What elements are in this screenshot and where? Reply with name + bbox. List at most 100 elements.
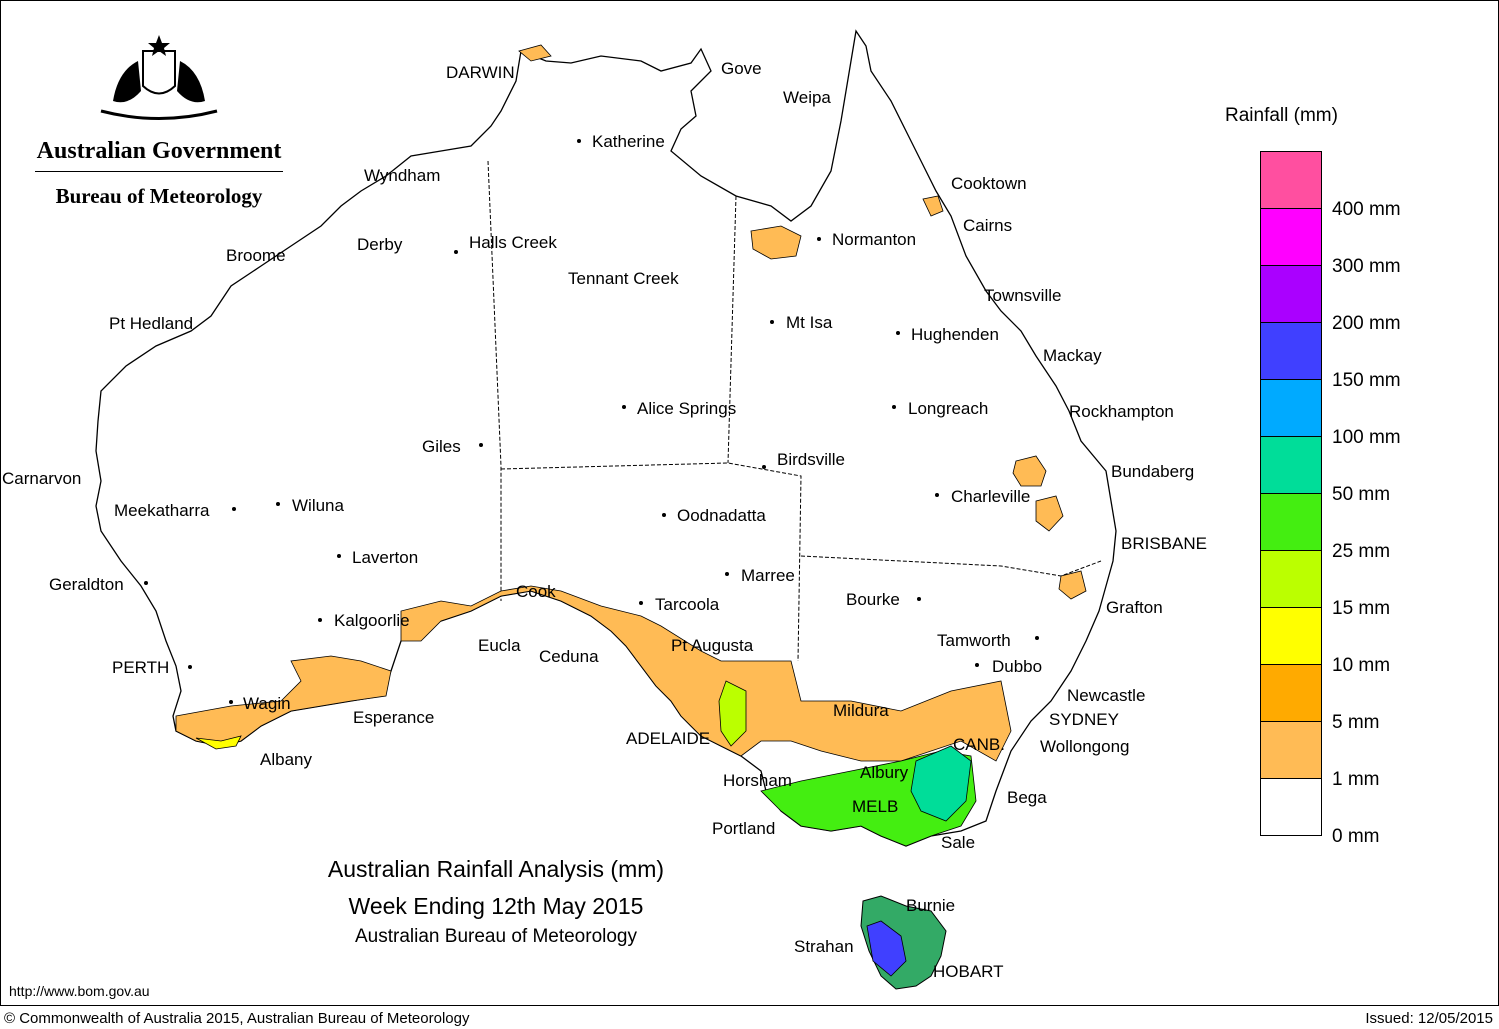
label-dubbo: Dubbo bbox=[992, 657, 1042, 676]
legend-swatch bbox=[1261, 608, 1321, 665]
copyright-text: © Commonwealth of Australia 2015, Austra… bbox=[4, 1010, 470, 1027]
legend-label: 400 mm bbox=[1332, 199, 1401, 220]
label-wyndham: Wyndham bbox=[364, 166, 440, 185]
label-carnarvon: Carnarvon bbox=[2, 469, 81, 488]
label-weipa: Weipa bbox=[783, 88, 831, 107]
legend-label: 10 mm bbox=[1332, 655, 1391, 676]
label-laverton: Laverton bbox=[352, 548, 418, 567]
legend-swatch bbox=[1261, 152, 1321, 209]
label-cooktown: Cooktown bbox=[951, 174, 1027, 193]
map-title-block: Australian Rainfall Analysis (mm) Week E… bbox=[261, 856, 731, 948]
map-source: Australian Bureau of Meteorology bbox=[355, 926, 637, 947]
label-darwin: DARWIN bbox=[446, 63, 515, 82]
label-hughenden: Hughenden bbox=[911, 325, 999, 344]
label-birdsville: Birdsville bbox=[777, 450, 845, 469]
rain-cairns bbox=[922, 195, 944, 217]
legend-label: 0 mm bbox=[1332, 826, 1380, 847]
label-oodnadatta: Oodnadatta bbox=[677, 506, 766, 525]
label-pt-hedland: Pt Hedland bbox=[109, 314, 193, 333]
rain-charleville-2 bbox=[1035, 495, 1064, 532]
label-burnie: Burnie bbox=[906, 896, 955, 915]
map-frame: DARWIN Gove Weipa Katherine Wyndham Cook… bbox=[0, 0, 1499, 1006]
label-kalgoorlie: Kalgoorlie bbox=[334, 611, 410, 630]
government-title: Australian Government bbox=[36, 138, 282, 164]
label-normanton: Normanton bbox=[832, 230, 916, 249]
rain-bight bbox=[400, 585, 1012, 762]
label-bega: Bega bbox=[1007, 788, 1047, 807]
label-melb: MELB bbox=[852, 797, 898, 816]
legend-label: 300 mm bbox=[1332, 256, 1401, 277]
label-tamworth: Tamworth bbox=[937, 631, 1011, 650]
website-url[interactable]: http://www.bom.gov.au bbox=[9, 983, 150, 999]
legend-color-bar bbox=[1260, 151, 1322, 836]
rain-charleville bbox=[1012, 455, 1047, 487]
agency-header: Australian Government Bureau of Meteorol… bbox=[29, 138, 289, 209]
label-wagin: Wagin bbox=[243, 694, 291, 713]
label-katherine: Katherine bbox=[592, 132, 665, 151]
map-title: Australian Rainfall Analysis (mm) bbox=[327, 856, 665, 882]
header-rule bbox=[35, 171, 283, 172]
legend-label: 200 mm bbox=[1332, 313, 1401, 334]
legend-swatch bbox=[1261, 779, 1321, 836]
map-subtitle: Week Ending 12th May 2015 bbox=[348, 893, 644, 919]
legend-label: 100 mm bbox=[1332, 427, 1401, 448]
label-portland: Portland bbox=[712, 819, 775, 838]
label-marree: Marree bbox=[741, 566, 795, 585]
label-alice-springs: Alice Springs bbox=[637, 399, 736, 418]
legend-label: 5 mm bbox=[1332, 712, 1380, 733]
label-wollongong: Wollongong bbox=[1040, 737, 1129, 756]
label-sale: Sale bbox=[941, 833, 975, 852]
state-borders bbox=[487, 160, 1102, 662]
legend-label: 1 mm bbox=[1332, 769, 1380, 790]
legend-label: 150 mm bbox=[1332, 370, 1401, 391]
label-geraldton: Geraldton bbox=[49, 575, 124, 594]
rainfall-map: DARWIN Gove Weipa Katherine Wyndham Cook… bbox=[2, 29, 1207, 990]
label-charleville: Charleville bbox=[951, 487, 1030, 506]
mainland-outline bbox=[95, 29, 1117, 847]
label-eucla: Eucla bbox=[478, 636, 521, 655]
label-cairns: Cairns bbox=[963, 216, 1012, 235]
rain-tas-blue bbox=[866, 920, 907, 977]
legend-swatch bbox=[1261, 323, 1321, 380]
label-canb: CANB. bbox=[953, 735, 1005, 754]
legend-swatch bbox=[1261, 494, 1321, 551]
place-labels: DARWIN Gove Weipa Katherine Wyndham Cook… bbox=[2, 59, 1207, 981]
label-pt-augusta: Pt Augusta bbox=[671, 636, 754, 655]
label-sydney: SYDNEY bbox=[1049, 710, 1119, 729]
label-wiluna: Wiluna bbox=[292, 496, 345, 515]
label-giles: Giles bbox=[422, 437, 461, 456]
rain-north-qld bbox=[750, 225, 802, 260]
label-rockhampton: Rockhampton bbox=[1069, 402, 1174, 421]
label-gove: Gove bbox=[721, 59, 762, 78]
legend-swatch bbox=[1261, 665, 1321, 722]
legend-swatch bbox=[1261, 551, 1321, 608]
label-bourke: Bourke bbox=[846, 590, 900, 609]
label-tarcoola: Tarcoola bbox=[655, 595, 720, 614]
label-perth: PERTH bbox=[112, 658, 169, 677]
label-albany: Albany bbox=[260, 750, 312, 769]
label-townsville: Townsville bbox=[984, 286, 1061, 305]
label-brisbane: BRISBANE bbox=[1121, 534, 1207, 553]
label-esperance: Esperance bbox=[353, 708, 434, 727]
label-bundaberg: Bundaberg bbox=[1111, 462, 1194, 481]
coat-of-arms-logo bbox=[100, 35, 218, 120]
issued-date: Issued: 12/05/2015 bbox=[1365, 1010, 1493, 1027]
label-longreach: Longreach bbox=[908, 399, 988, 418]
label-adelaide: ADELAIDE bbox=[626, 729, 710, 748]
rain-adelaide-hills bbox=[718, 680, 747, 747]
legend-label: 15 mm bbox=[1332, 598, 1391, 619]
legend-label: 50 mm bbox=[1332, 484, 1391, 505]
label-ceduna: Ceduna bbox=[539, 647, 599, 666]
legend-swatch bbox=[1261, 722, 1321, 779]
rain-gippsland-teal bbox=[910, 745, 972, 822]
label-broome: Broome bbox=[226, 246, 286, 265]
rain-grafton bbox=[1058, 570, 1087, 600]
legend-swatch bbox=[1261, 209, 1321, 266]
label-albury: Albury bbox=[860, 763, 909, 782]
bureau-title: Bureau of Meteorology bbox=[55, 184, 263, 208]
label-derby: Derby bbox=[357, 235, 403, 254]
rain-albany-yellow bbox=[195, 735, 242, 750]
rainfall-shading bbox=[175, 44, 1087, 977]
label-mt-isa: Mt Isa bbox=[786, 313, 833, 332]
label-mildura: Mildura bbox=[833, 701, 889, 720]
